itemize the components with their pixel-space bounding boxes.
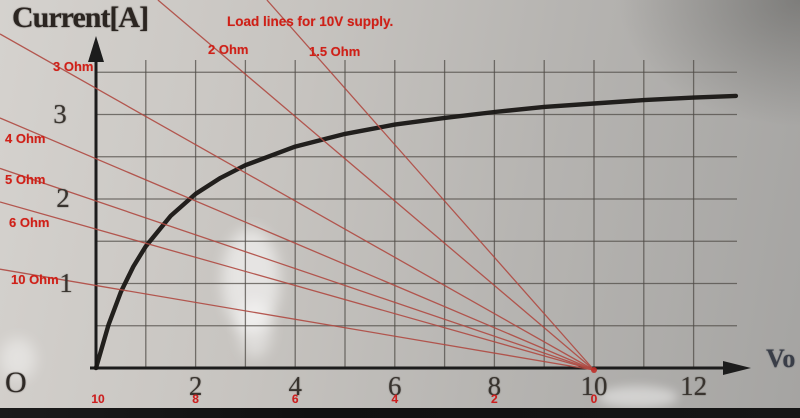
load-line-10-ohm: [0, 268, 595, 371]
load-line-3-ohm: [0, 33, 595, 371]
load-line-2-ohm: [157, 0, 595, 371]
load-line-5-ohm: [0, 167, 595, 371]
device-iv-curve: [93, 93, 739, 371]
load-line-4-ohm: [0, 117, 595, 371]
y-axis-arrowhead-icon: [88, 36, 104, 62]
x-axis-arrowhead-icon: [723, 361, 751, 375]
load-line-1p5-ohm: [266, 0, 595, 371]
screen-bottom-bar: [0, 408, 800, 418]
load-line-6-ohm: [0, 201, 595, 371]
load-line-convergence-point: [591, 367, 597, 373]
